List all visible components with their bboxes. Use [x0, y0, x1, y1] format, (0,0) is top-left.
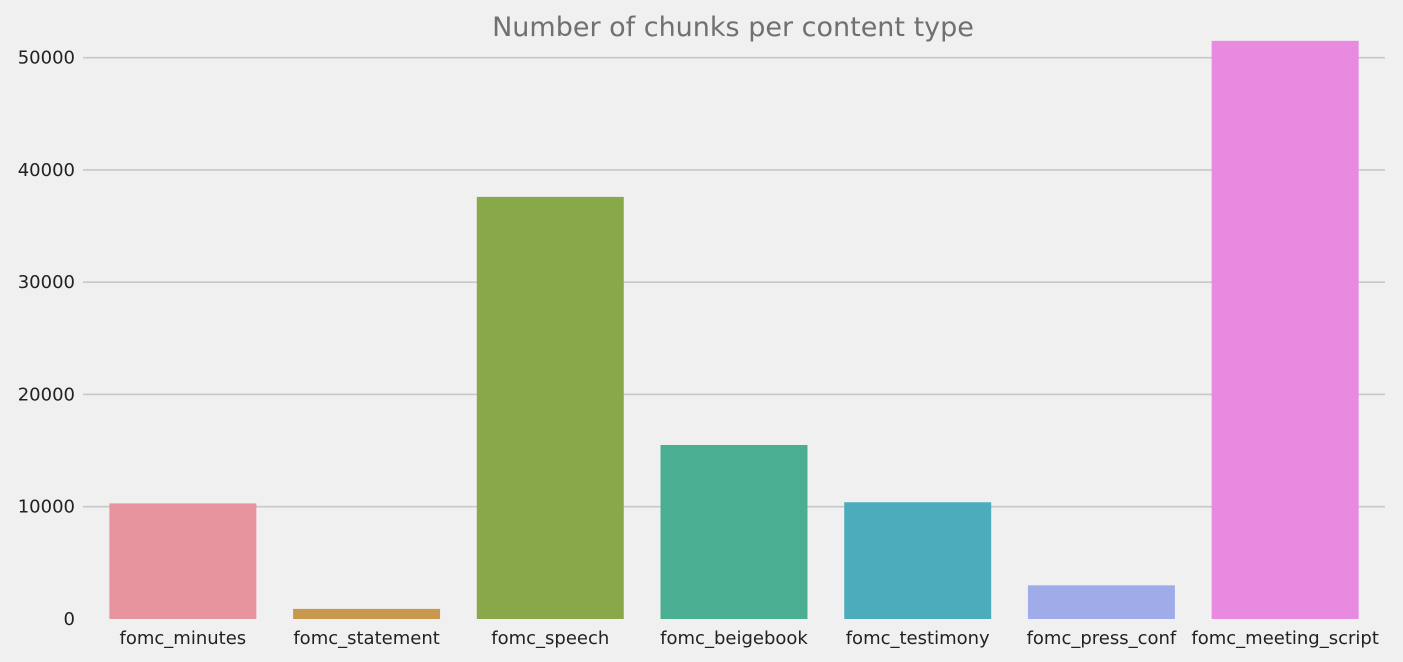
x-tick-label: fomc_testimony — [846, 628, 990, 649]
x-tick-label: fomc_statement — [293, 628, 439, 649]
y-tick-label: 0 — [64, 609, 75, 630]
bar-fomc-minutes — [109, 503, 257, 619]
bar-fomc-meeting-script — [1211, 40, 1359, 620]
x-tick-label: fomc_minutes — [120, 628, 247, 649]
x-tick-label: fomc_speech — [491, 628, 609, 649]
y-tick-label: 20000 — [18, 384, 75, 405]
bar-fomc-speech — [476, 196, 624, 620]
y-tick-label: 50000 — [18, 48, 75, 69]
chart-title: Number of chunks per content type — [492, 12, 974, 43]
bar-fomc-statement — [293, 608, 441, 619]
y-axis-tick-labels: 0 10000 20000 30000 40000 50000 — [18, 48, 75, 630]
bar-fomc-testimony — [844, 502, 992, 619]
bars — [109, 40, 1359, 620]
x-tick-label: fomc_meeting_script — [1191, 628, 1379, 649]
bar-fomc-beigebook — [660, 444, 808, 619]
x-axis-tick-labels: fomc_minutes fomc_statement fomc_speech fom… — [120, 628, 1379, 649]
y-tick-label: 10000 — [18, 497, 75, 518]
x-tick-label: fomc_beigebook — [660, 628, 808, 649]
y-gridlines — [83, 56, 1385, 508]
bar-fomc-press-conf — [1027, 585, 1175, 619]
x-tick-label: fomc_press_conf — [1027, 628, 1177, 649]
y-tick-label: 30000 — [18, 272, 75, 293]
y-tick-label: 40000 — [18, 160, 75, 181]
